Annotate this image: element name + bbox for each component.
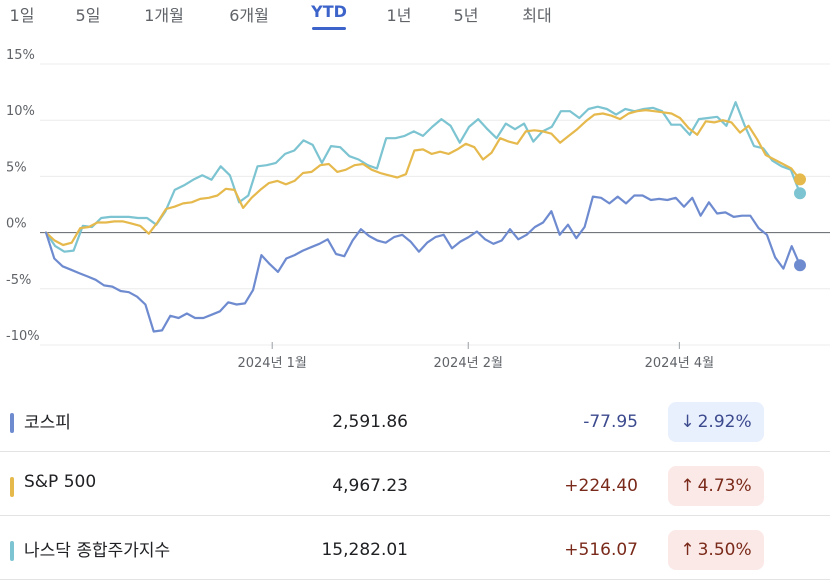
arrow-down-icon: ↓ — [680, 412, 695, 432]
time-range-tabs: 1일 5일 1개월 6개월 YTD 1년 5년 최대 — [0, 0, 830, 34]
series-endpoint-dot — [794, 173, 806, 186]
index-name: 코스피 — [24, 413, 71, 433]
tab-1y[interactable]: 1년 — [386, 6, 412, 25]
index-change: +516.07 — [564, 540, 638, 560]
x-tick-label: 2024년 4월 — [645, 356, 714, 371]
y-tick-label: -10% — [6, 329, 40, 344]
series-color-marker — [10, 477, 14, 497]
tab-5y[interactable]: 5년 — [453, 6, 479, 25]
row-divider — [0, 579, 830, 580]
tab-1m[interactable]: 1개월 — [144, 6, 184, 25]
percent-change-badge: ↑ 4.73% — [668, 466, 764, 506]
y-tick-label: -5% — [6, 273, 31, 288]
percent-change-badge: ↓ 2.92% — [668, 402, 764, 442]
y-tick-label: 0% — [6, 217, 27, 232]
comparison-line-chart[interactable]: 15% 10% 5% 0% -5% -10% 2024년 1월 2024년 2월 2024년 4… — [0, 40, 830, 380]
index-value: 2,591.86 — [332, 412, 408, 432]
table-row-kospi[interactable]: 코스피 2,591.86 -77.95 ↓ 2.92% — [0, 388, 830, 450]
index-name: S&P 500 — [24, 472, 97, 492]
row-divider — [0, 515, 830, 516]
tab-6m[interactable]: 6개월 — [229, 6, 269, 25]
series-endpoint-dot — [794, 187, 806, 200]
index-value: 15,282.01 — [321, 540, 408, 560]
series-line — [44, 194, 802, 333]
row-divider — [0, 451, 830, 452]
tab-1d[interactable]: 1일 — [9, 6, 35, 25]
x-tick-label: 2024년 2월 — [434, 356, 503, 371]
x-tick-label: 2024년 1월 — [237, 356, 306, 371]
y-tick-label: 10% — [6, 104, 35, 119]
index-value: 4,967.23 — [332, 476, 408, 496]
y-tick-label: 5% — [6, 160, 27, 175]
tab-max[interactable]: 최대 — [522, 6, 552, 25]
series-color-marker — [10, 413, 14, 433]
series-line — [44, 108, 802, 247]
series-endpoint-dot — [794, 259, 806, 272]
index-name: 나스닥 종합주가지수 — [24, 541, 171, 561]
percent-change-label: 4.73% — [697, 476, 752, 496]
table-row-nasdaq[interactable]: 나스닥 종합주가지수 15,282.01 +516.07 ↑ 3.50% — [0, 516, 830, 578]
index-change: +224.40 — [564, 476, 638, 496]
percent-change-label: 3.50% — [697, 540, 752, 560]
table-row-sp500[interactable]: S&P 500 4,967.23 +224.40 ↑ 4.73% — [0, 452, 830, 514]
index-change: -77.95 — [583, 412, 638, 432]
tab-5d[interactable]: 5일 — [75, 6, 101, 25]
tab-ytd[interactable]: YTD — [311, 2, 347, 21]
percent-change-label: 2.92% — [697, 412, 752, 432]
percent-change-badge: ↑ 3.50% — [668, 530, 764, 570]
series-color-marker — [10, 541, 14, 561]
y-tick-label: 15% — [6, 48, 35, 63]
series-line — [44, 101, 802, 253]
active-tab-indicator — [312, 27, 346, 30]
arrow-up-icon: ↑ — [680, 540, 695, 560]
arrow-up-icon: ↑ — [680, 476, 695, 496]
